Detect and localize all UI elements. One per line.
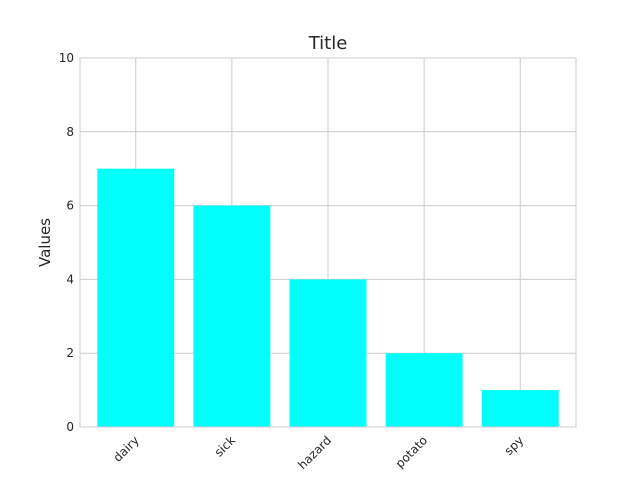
x-tick-label: hazard xyxy=(295,433,334,472)
chart-title: Title xyxy=(308,33,348,54)
bars xyxy=(97,168,559,427)
bar-potato xyxy=(385,353,463,427)
y-tick-label: 6 xyxy=(66,199,74,213)
y-axis-label: Values xyxy=(36,218,54,267)
y-tick-label: 2 xyxy=(66,346,74,360)
y-tick-label: 0 xyxy=(66,420,74,434)
x-tick-label: dairy xyxy=(111,433,142,464)
bar-dairy xyxy=(97,168,175,427)
bar-spy xyxy=(481,390,559,427)
x-axis-ticks: dairy sick hazard potato spy xyxy=(111,433,527,472)
y-axis-ticks: 0 2 4 6 8 10 xyxy=(59,51,74,434)
plot-area-frame xyxy=(79,57,577,428)
x-tick-label: sick xyxy=(212,433,238,459)
y-tick-label: 10 xyxy=(59,51,74,65)
y-tick-label: 4 xyxy=(66,272,74,286)
x-tick-label: spy xyxy=(502,433,527,458)
bar-sick xyxy=(193,205,271,427)
y-tick-label: 8 xyxy=(66,125,74,139)
bar-hazard xyxy=(289,279,367,427)
x-tick-label: potato xyxy=(393,433,431,471)
